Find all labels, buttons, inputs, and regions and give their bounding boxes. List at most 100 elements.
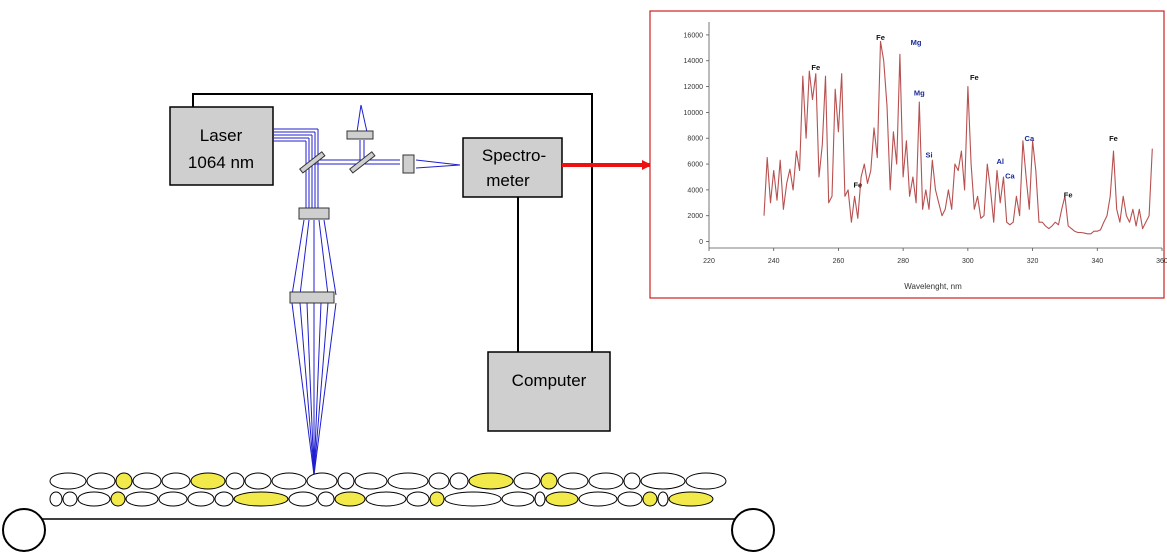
element-label-ca: Ca [1025, 134, 1035, 143]
optical-components [289, 130, 415, 304]
dichroic-mirror-1 [299, 151, 326, 174]
ore-particle [86, 472, 116, 490]
x-tick-label: 360 [1156, 258, 1167, 265]
y-tick-label: 16000 [684, 32, 704, 39]
x-axis-title: Wavelenght, nm [904, 282, 962, 291]
ore-particle-mineral [468, 472, 514, 490]
ore-particle [354, 472, 388, 490]
top-lens [346, 130, 374, 140]
element-label-fe: Fe [1109, 134, 1118, 143]
ore-particle [534, 491, 546, 507]
ore-particle-mineral [115, 472, 133, 490]
connection-wires [192, 93, 593, 352]
ore-particle [49, 472, 87, 490]
collimator-lens [402, 154, 415, 174]
ore-particle [271, 472, 307, 490]
ore-particle [225, 472, 245, 490]
ore-particle [657, 491, 669, 507]
ore-particle [337, 472, 355, 490]
ore-particle [62, 491, 78, 507]
ore-particle [214, 491, 234, 507]
ore-particle [513, 472, 541, 490]
ore-particle [449, 472, 469, 490]
laser-beam [273, 104, 461, 476]
computer-label: Computer [512, 371, 587, 390]
ore-particle-mineral [429, 491, 445, 507]
element-label-fe: Fe [970, 73, 979, 82]
spectrometer-box: Spectro- meter [462, 137, 563, 198]
beam-expander-lens [298, 207, 330, 220]
x-tick-label: 260 [833, 258, 845, 265]
x-tick-label: 340 [1091, 258, 1103, 265]
element-label-fe: Fe [811, 63, 820, 72]
y-tick-label: 6000 [687, 162, 703, 169]
element-label-al: Al [996, 157, 1004, 166]
ore-particle [288, 491, 318, 507]
y-tick-label: 12000 [684, 84, 704, 91]
ore-particle [77, 491, 111, 507]
laser-box: Laser 1064 nm [169, 106, 274, 186]
spectrometer-label-line2: meter [486, 171, 530, 190]
ore-particle-mineral [668, 491, 714, 507]
ore-particle [444, 491, 502, 507]
y-tick-label: 10000 [684, 110, 704, 117]
spectrum-series-line-1 [763, 40, 1153, 235]
left-conveyor-roller [2, 508, 46, 552]
ore-particle [685, 472, 727, 490]
ore-particle-mineral [642, 491, 658, 507]
chart-axes: 0 2000 4000 6000 8000 10000 12000 14000 16000 220… [684, 22, 1167, 265]
ore-particle [623, 472, 641, 490]
laser-wavelength-label: 1064 nm [188, 153, 254, 172]
x-tick-label: 300 [962, 258, 974, 265]
element-label-si: Si [925, 151, 932, 160]
spectrometer-label-line1: Spectro- [482, 146, 546, 165]
ore-particle-mineral [545, 491, 579, 507]
focusing-lens [289, 291, 335, 304]
ore-particle [640, 472, 686, 490]
spectrum-chart: 0 2000 4000 6000 8000 10000 12000 14000 16000 220… [649, 10, 1167, 299]
laser-label: Laser [200, 126, 243, 145]
ore-particle [125, 491, 159, 507]
ore-particle-mineral [334, 491, 366, 507]
dichroic-mirror-2 [349, 151, 376, 174]
ore-particle [617, 491, 643, 507]
ore-particle-mineral [233, 491, 289, 507]
x-tick-label: 320 [1027, 258, 1039, 265]
ore-particle [49, 491, 63, 507]
y-tick-label: 0 [699, 239, 703, 246]
element-label-fe: Fe [1064, 191, 1073, 200]
y-tick-label: 14000 [684, 58, 704, 65]
ore-particle-mineral [190, 472, 226, 490]
ore-particle [161, 472, 191, 490]
ore-particle [588, 472, 624, 490]
chart-plot [763, 40, 1153, 235]
y-tick-label: 4000 [687, 187, 703, 194]
ore-particle-mineral [110, 491, 126, 507]
y-tick-label: 8000 [687, 136, 703, 143]
x-tick-label: 240 [768, 258, 780, 265]
element-label-fe: Fe [876, 33, 885, 42]
x-tick-label: 220 [703, 258, 715, 265]
ore-particle [306, 472, 338, 490]
ore-particle [578, 491, 618, 507]
element-label-ca: Ca [1005, 171, 1015, 180]
ore-particle [132, 472, 162, 490]
element-label-mg: Mg [914, 89, 925, 98]
ore-particle [244, 472, 272, 490]
ore-particle [365, 491, 407, 507]
ore-particle [187, 491, 215, 507]
x-tick-label: 280 [897, 258, 909, 265]
ore-particle-mineral [540, 472, 558, 490]
right-conveyor-roller [731, 508, 775, 552]
conveyor-belt [26, 472, 753, 520]
ore-particle [428, 472, 450, 490]
ore-particle [158, 491, 188, 507]
y-tick-label: 2000 [687, 213, 703, 220]
element-label-fe: Fe [853, 180, 862, 189]
ore-particle [557, 472, 589, 490]
computer-box: Computer [487, 351, 611, 432]
ore-particle [501, 491, 535, 507]
element-label-mg: Mg [911, 38, 922, 47]
ore-particle [406, 491, 430, 507]
